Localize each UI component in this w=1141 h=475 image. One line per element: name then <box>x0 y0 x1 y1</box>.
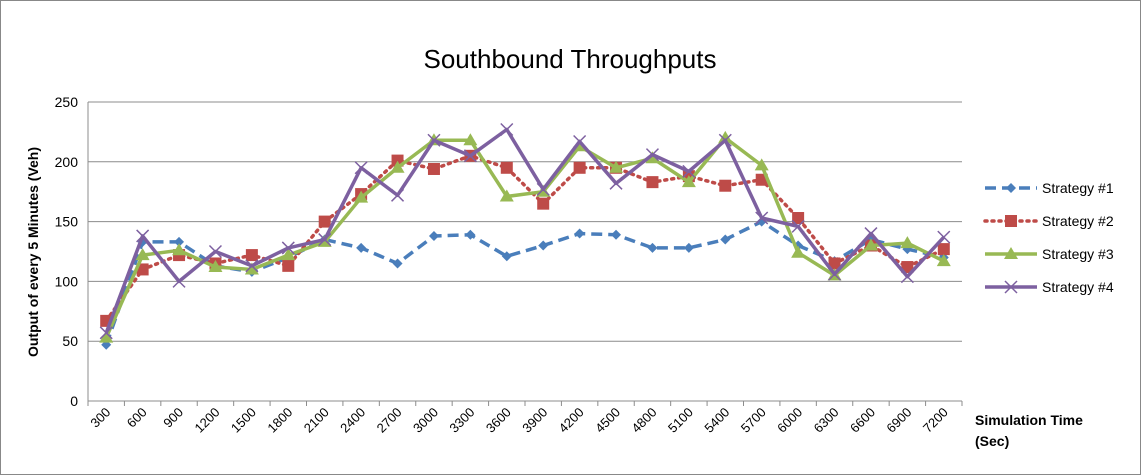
series-line <box>104 154 946 323</box>
data-point <box>609 160 624 173</box>
y-tick-label: 100 <box>55 273 79 289</box>
data-point <box>281 248 296 261</box>
data-point <box>900 270 914 284</box>
data-point <box>136 229 150 243</box>
data-point <box>900 236 915 249</box>
data-point <box>863 238 878 251</box>
data-point <box>574 228 585 239</box>
data-point <box>683 242 694 253</box>
data-point <box>682 164 696 178</box>
series-line <box>104 219 945 346</box>
data-point <box>864 227 878 241</box>
data-point <box>536 182 550 196</box>
y-axis-label: Output of every 5 Minutes (Veh) <box>25 147 41 357</box>
data-point <box>318 215 331 228</box>
data-point <box>174 236 185 247</box>
y-tick-label: 150 <box>55 214 79 230</box>
data-point <box>318 233 332 247</box>
y-tick-label: 200 <box>55 154 79 170</box>
data-point <box>645 151 660 164</box>
data-point <box>538 240 549 251</box>
data-point <box>573 161 586 174</box>
data-point <box>136 263 149 276</box>
data-point <box>465 229 476 240</box>
data-point <box>611 229 622 240</box>
data-point <box>500 122 514 137</box>
data-point <box>99 326 113 340</box>
data-point <box>681 175 696 188</box>
data-point <box>427 133 441 147</box>
data-point <box>208 260 223 273</box>
data-point <box>609 176 623 190</box>
legend-marker <box>1004 247 1018 259</box>
data-point <box>646 176 659 189</box>
legend-marker <box>1005 215 1017 227</box>
chart-title: Southbound Throughputs <box>424 44 717 74</box>
data-point <box>282 259 295 272</box>
data-point <box>356 242 367 253</box>
data-point <box>99 330 114 343</box>
data-point <box>245 249 258 262</box>
data-point <box>281 241 295 255</box>
data-point <box>354 190 369 203</box>
data-point <box>828 257 841 270</box>
y-tick-label: 250 <box>55 94 79 110</box>
data-point <box>755 211 769 225</box>
legend-label: Strategy #4 <box>1042 279 1114 295</box>
series-line <box>104 127 946 334</box>
data-point <box>354 161 368 175</box>
data-point <box>718 130 733 143</box>
data-point <box>936 254 951 267</box>
x-axis-label: Simulation Time (Sec) <box>975 412 1083 449</box>
data-point <box>428 230 439 241</box>
data-point <box>392 258 403 269</box>
data-point <box>501 251 512 262</box>
legend-label: Strategy #1 <box>1042 180 1114 196</box>
data-point <box>463 149 477 163</box>
data-point <box>499 189 514 202</box>
data-point <box>718 133 732 147</box>
data-point <box>500 161 513 174</box>
data-point <box>791 245 806 258</box>
legend-marker <box>1006 183 1016 193</box>
data-point <box>937 230 951 244</box>
data-point <box>792 212 805 225</box>
data-point <box>135 248 150 261</box>
y-tick-label: 50 <box>62 333 78 349</box>
data-point <box>391 188 405 202</box>
data-point <box>427 162 440 175</box>
data-point <box>463 133 478 146</box>
data-point <box>647 242 658 253</box>
data-point <box>573 134 587 148</box>
data-point <box>537 197 550 210</box>
legend-label: Strategy #2 <box>1042 213 1114 229</box>
data-point <box>244 262 259 275</box>
data-point <box>245 259 259 273</box>
y-tick-label: 0 <box>70 393 78 409</box>
data-point <box>791 219 805 233</box>
data-point <box>719 179 732 192</box>
legend-marker <box>1004 280 1018 294</box>
data-point <box>720 234 731 245</box>
data-point <box>754 158 769 171</box>
data-point <box>172 274 186 288</box>
data-point <box>390 160 405 173</box>
data-point <box>208 244 222 259</box>
legend-label: Strategy #3 <box>1042 246 1114 262</box>
data-point <box>172 243 187 256</box>
data-point <box>828 267 842 281</box>
data-point <box>901 261 914 274</box>
data-point <box>645 148 659 162</box>
data-point <box>937 243 950 256</box>
